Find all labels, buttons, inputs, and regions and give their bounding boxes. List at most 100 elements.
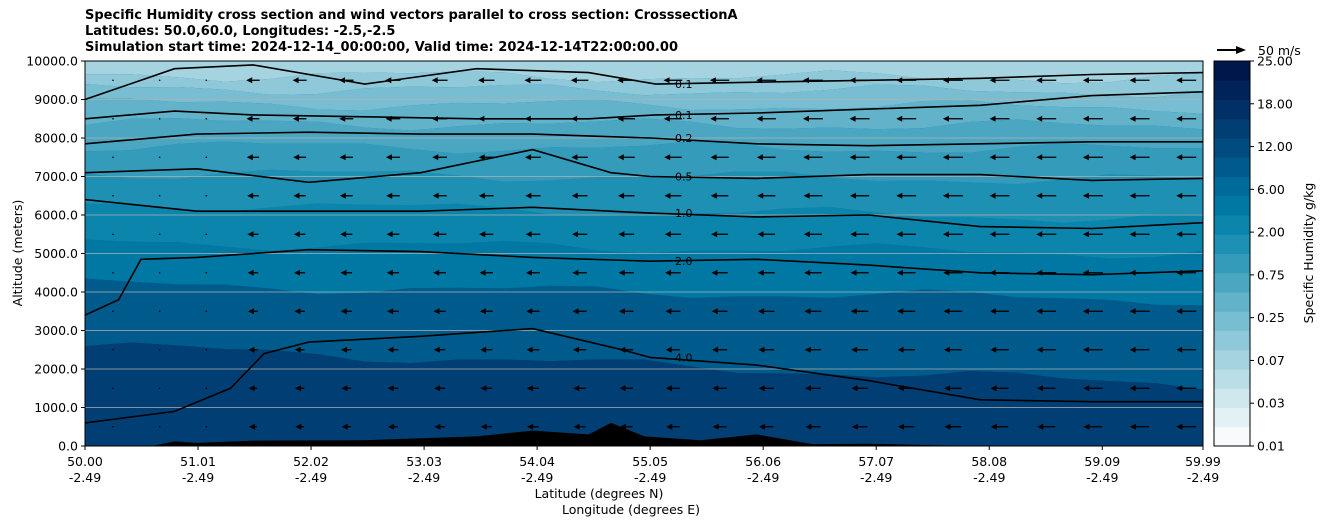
wind-vector-head xyxy=(1036,385,1043,392)
wind-vector-head xyxy=(432,154,439,161)
wind-vector-head xyxy=(341,423,348,430)
contour-label: 2.0 xyxy=(675,255,693,268)
wind-vector-head xyxy=(896,192,903,199)
x-tick-label-lon: -2.49 xyxy=(747,470,779,485)
wind-vector-head xyxy=(619,385,626,392)
x-tick-label-lat: 51.01 xyxy=(180,454,216,469)
wind-vector-head xyxy=(1176,308,1183,315)
wind-vector-head xyxy=(573,423,580,430)
wind-vector-head xyxy=(432,231,439,238)
wind-vector xyxy=(112,271,114,274)
x-tick-label-lon: -2.49 xyxy=(408,470,440,485)
y-tick-label: 5000.0 xyxy=(34,246,78,261)
wind-vector-head xyxy=(247,231,254,238)
title-line-1: Specific Humidity cross section and wind… xyxy=(85,8,738,23)
x-tick-label-lon: -2.49 xyxy=(182,470,214,485)
wind-vector-head xyxy=(664,192,671,199)
wind-vector-head xyxy=(340,308,347,315)
wind-vector-head xyxy=(711,231,718,238)
colorbar-tick-label: 0.07 xyxy=(1257,353,1285,368)
wind-vector-head xyxy=(248,423,255,430)
wind-vector-head xyxy=(943,269,950,276)
wind-vector-head xyxy=(943,346,950,353)
wind-vector-head xyxy=(340,269,347,276)
wind-vector-head xyxy=(849,154,856,161)
wind-vector-head xyxy=(293,154,300,161)
contour-line xyxy=(85,327,1203,424)
wind-vector-head xyxy=(1036,231,1043,238)
wind-vector-head xyxy=(1176,423,1183,430)
wind-vector-head xyxy=(386,192,393,199)
wind-vector-head xyxy=(897,385,904,392)
contour-label: 1.0 xyxy=(675,207,693,220)
colorbar-swatch xyxy=(1214,369,1250,389)
wind-vector-head xyxy=(850,269,857,276)
wind-vector-head xyxy=(1036,154,1043,161)
wind-vector-head xyxy=(756,77,763,84)
colorbar-swatch xyxy=(1214,330,1250,351)
x-tick-label-lat: 52.02 xyxy=(293,454,329,469)
wind-vector-head xyxy=(663,115,670,122)
wind-vector-head xyxy=(292,115,299,122)
wind-vector-head xyxy=(665,269,672,276)
wind-vector-head xyxy=(1036,192,1043,199)
wind-vector-head xyxy=(571,115,578,122)
y-tick-label: 2000.0 xyxy=(34,362,78,377)
y-tick-label: 0.0 xyxy=(58,439,78,454)
wind-vector xyxy=(112,233,114,236)
wind-vector-head xyxy=(570,77,577,84)
wind-vector-head xyxy=(942,77,949,84)
wind-vector-head xyxy=(572,269,579,276)
humidity-band xyxy=(85,342,1203,446)
wind-vector-head xyxy=(526,308,533,315)
wind-vector-head xyxy=(896,115,903,122)
wind-vector xyxy=(158,194,161,197)
wind-vector-head xyxy=(1082,115,1089,122)
wind-vector-head xyxy=(757,192,764,199)
wind-vector xyxy=(158,156,161,159)
wind-vector-head xyxy=(758,346,765,353)
x-tick-label-lon: -2.49 xyxy=(1187,470,1219,485)
wind-vector-head xyxy=(247,269,254,276)
wind-vector-head xyxy=(1129,154,1136,161)
y-tick-label: 9000.0 xyxy=(34,92,78,107)
colorbar-swatch xyxy=(1214,80,1250,100)
wind-legend: 50 m/s xyxy=(1217,43,1301,58)
wind-vector-head xyxy=(480,423,487,430)
wind-vector-head xyxy=(294,385,301,392)
terrain xyxy=(85,422,1203,446)
colorbar-swatch xyxy=(1214,215,1250,235)
wind-vector xyxy=(158,233,161,236)
wind-vector-head xyxy=(665,308,672,315)
wind-vector-head xyxy=(338,77,345,84)
x-tick-label-lon: -2.49 xyxy=(1086,470,1118,485)
wind-vector-head xyxy=(1036,308,1043,315)
wind-vector-head xyxy=(385,115,392,122)
wind-vector-head xyxy=(803,192,810,199)
wind-vector-head xyxy=(1082,269,1089,276)
wind-vector-head xyxy=(572,231,579,238)
contour-label: 0.5 xyxy=(675,171,693,184)
x-tick-label-lat: 50.00 xyxy=(67,454,103,469)
wind-vector-head xyxy=(1082,231,1089,238)
colorbar-tick-label: 25.00 xyxy=(1257,54,1293,69)
wind-vector-head xyxy=(897,346,904,353)
wind-vector-head xyxy=(478,154,485,161)
wind-vector-head xyxy=(618,231,625,238)
wind-vector-head xyxy=(248,385,255,392)
wind-vector-head xyxy=(525,231,532,238)
colorbar-tick-label: 18.00 xyxy=(1257,96,1293,111)
wind-vector-head xyxy=(434,423,441,430)
colorbar-swatch xyxy=(1214,99,1250,120)
wind-vector-head xyxy=(1129,231,1136,238)
wind-vector-head xyxy=(710,115,717,122)
colorbar-frame xyxy=(1213,60,1251,447)
wind-vector-head xyxy=(1036,115,1043,122)
colorbar-tick-label: 12.00 xyxy=(1257,139,1293,154)
wind-vector xyxy=(158,310,161,313)
wind-vector-head xyxy=(943,308,950,315)
colorbar-swatch xyxy=(1214,311,1250,331)
x-tick-label-lon: -2.49 xyxy=(69,470,101,485)
wind-vector xyxy=(112,387,114,390)
wind-vector-head xyxy=(617,115,624,122)
